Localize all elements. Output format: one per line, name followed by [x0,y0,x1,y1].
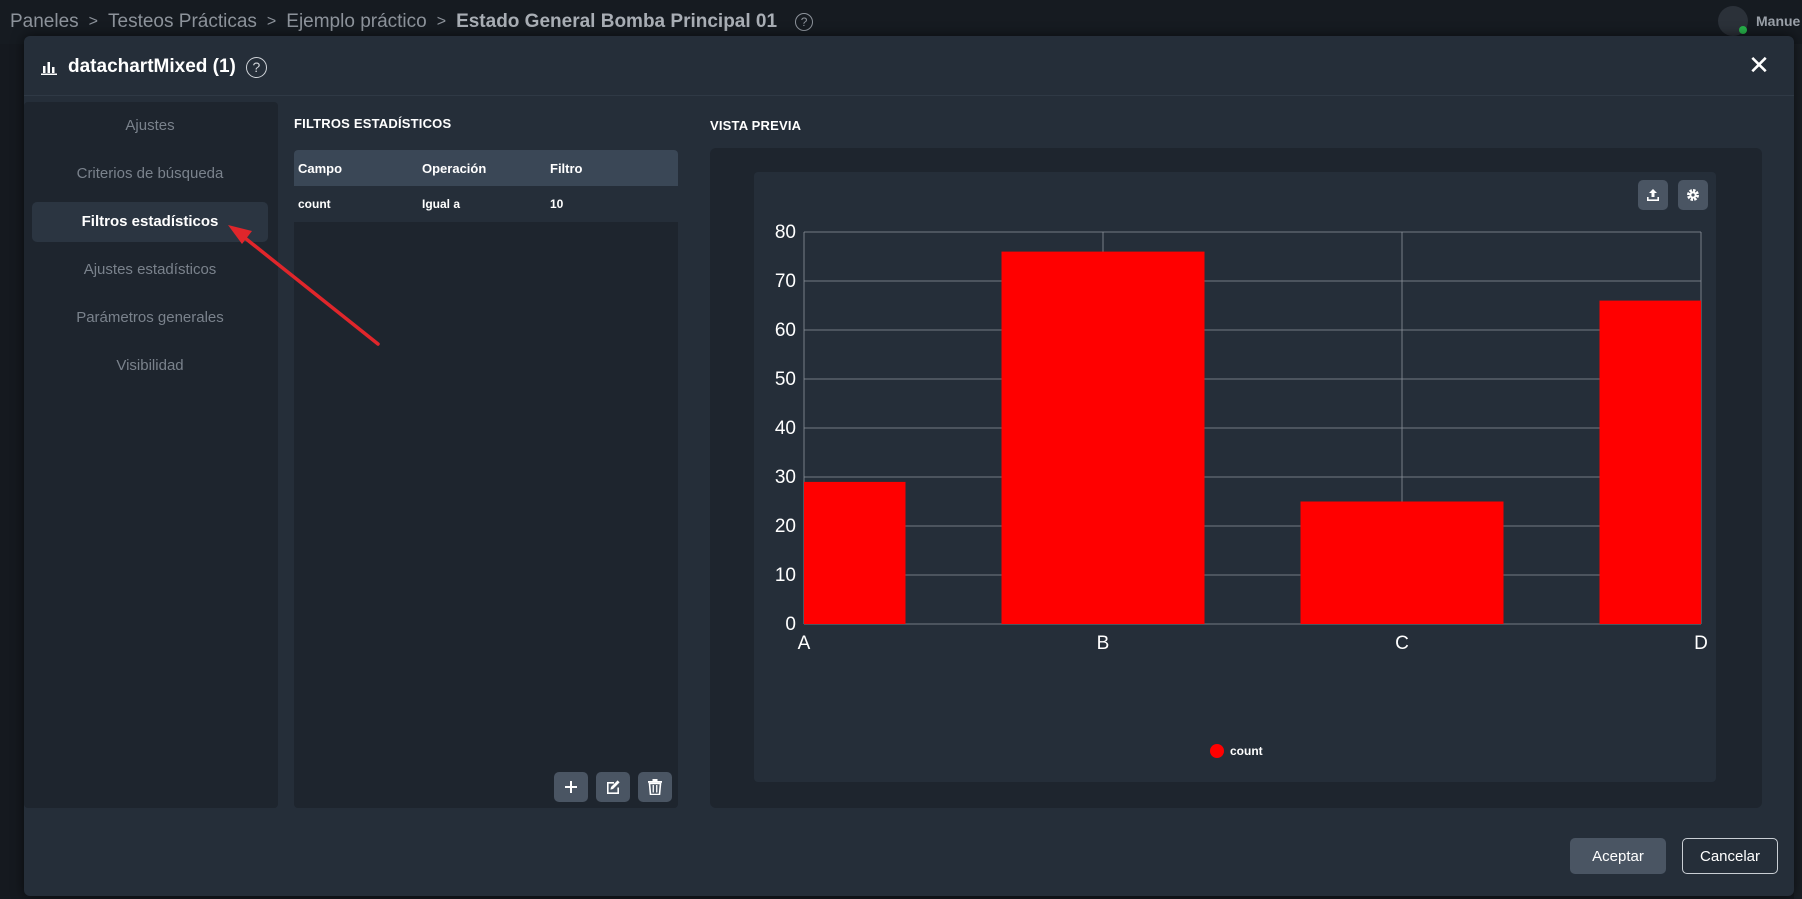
sidebar-item-visibilidad[interactable]: Visibilidad [116,357,184,374]
x-tick-label: C [1395,633,1409,654]
preview-area: 0 10 20 30 40 50 60 70 80 A B C D cou [710,148,1762,808]
x-tick-label: D [1694,633,1708,654]
x-tick-label: A [798,633,811,654]
export-button[interactable] [1638,180,1668,210]
table-actions [554,772,672,802]
preview-title: VISTA PREVIA [710,118,802,133]
modal-header: datachartMixed (1) ? ✕ [24,36,1794,96]
cell-campo: count [298,197,331,211]
breadcrumb: Paneles > Testeos Prácticas > Ejemplo pr… [10,11,814,33]
modal-title: datachartMixed (1) [68,56,236,77]
export-icon [1647,189,1659,201]
avatar[interactable] [1718,6,1748,36]
breadcrumb-current: Estado General Bomba Principal 01 [456,11,778,32]
help-icon[interactable]: ? [245,56,267,78]
delete-filter-button[interactable] [638,772,672,802]
y-tick-label: 70 [775,271,796,292]
close-button[interactable]: ✕ [1748,50,1770,80]
chart-legend[interactable]: count [1210,744,1263,758]
help-icon[interactable]: ? [795,13,814,31]
bar [804,481,906,624]
edit-filter-button[interactable] [596,772,630,802]
bar-chart: 0 10 20 30 40 50 60 70 80 A B C D [775,222,1708,654]
settings-sidebar: Ajustes Criterios de búsqueda Filtros es… [24,102,278,808]
breadcrumb-separator: > [88,13,99,30]
table-header: Campo Operación Filtro [294,150,678,186]
filters-title: FILTROS ESTADÍSTICOS [294,116,452,131]
sidebar-item-ajustes[interactable]: Ajustes [125,117,175,134]
y-tick-label: 0 [785,614,796,635]
user-menu[interactable]: Manue [1718,6,1802,36]
x-tick-label: B [1097,633,1110,654]
breadcrumb-item-testeos[interactable]: Testeos Prácticas [108,11,257,32]
breadcrumb-separator: > [436,13,447,30]
breadcrumb-item-ejemplo[interactable]: Ejemplo práctico [286,11,427,32]
gear-icon [1687,189,1699,201]
trash-icon [648,779,662,795]
y-tick-label: 20 [775,516,796,537]
edit-icon [607,780,620,794]
add-filter-button[interactable] [554,772,588,802]
sidebar-item-filtros[interactable]: Filtros estadísticos [32,202,268,242]
y-tick-label: 10 [775,565,796,586]
column-header-campo: Campo [298,160,343,176]
y-tick-label: 30 [775,467,796,488]
sidebar-item-criterios[interactable]: Criterios de búsqueda [76,165,224,182]
accept-button[interactable]: Aceptar [1570,838,1666,874]
breadcrumb-item-paneles[interactable]: Paneles [10,11,79,32]
chart-card: 0 10 20 30 40 50 60 70 80 A B C D cou [754,172,1716,782]
filters-panel: FILTROS ESTADÍSTICOS Campo Operación Fil… [294,102,678,808]
y-tick-label: 50 [775,369,796,390]
filters-table: Campo Operación Filtro count Igual a 10 [294,150,678,808]
cell-operacion: Igual a [422,197,461,211]
preview-panel: VISTA PREVIA 0 10 20 30 40 50 60 70 80 A B C D [710,102,1762,808]
bar [1001,251,1205,624]
column-header-operacion: Operación [422,160,487,176]
bar [1599,300,1701,624]
column-header-filtro: Filtro [550,160,583,176]
bar [1300,501,1504,624]
breadcrumb-separator: > [266,13,277,30]
user-name[interactable]: Manue [1756,13,1801,29]
cancel-button[interactable]: Cancelar [1682,838,1778,874]
cell-filtro: 10 [550,197,564,211]
add-icon [565,781,577,793]
legend-swatch [1210,744,1224,758]
y-tick-label: 80 [775,222,796,243]
chart-config-modal: datachartMixed (1) ? ✕ Ajustes Criterios… [24,36,1794,896]
sidebar-item-parametros[interactable]: Parámetros generales [76,309,224,326]
y-tick-label: 40 [775,418,796,439]
table-row[interactable]: count Igual a 10 [294,186,678,222]
y-tick-label: 60 [775,320,796,341]
sidebar-item-ajustes-estadisticos[interactable]: Ajustes estadísticos [83,261,217,278]
background-panel-edge [1794,44,1802,899]
chart-icon [41,62,57,75]
chart-settings-button[interactable] [1678,180,1708,210]
legend-label: count [1230,744,1263,758]
